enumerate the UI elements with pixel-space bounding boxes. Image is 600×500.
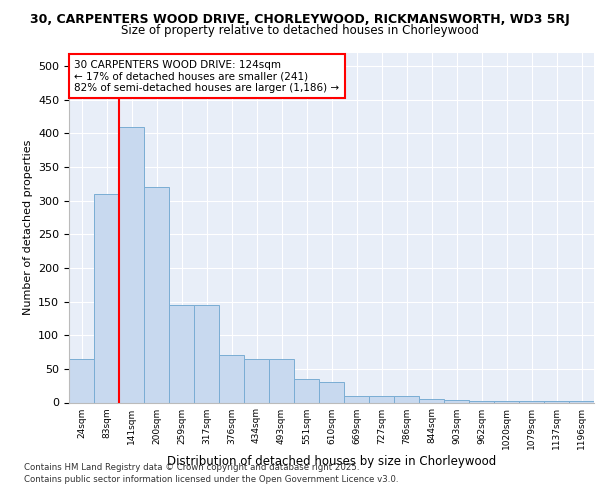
Bar — [244, 359, 269, 403]
Bar — [119, 126, 144, 402]
Bar — [469, 401, 494, 402]
Bar — [544, 401, 569, 402]
Bar — [444, 400, 469, 402]
X-axis label: Distribution of detached houses by size in Chorleywood: Distribution of detached houses by size … — [167, 455, 496, 468]
Bar — [494, 401, 519, 402]
Bar — [319, 382, 344, 402]
Y-axis label: Number of detached properties: Number of detached properties — [23, 140, 32, 315]
Bar — [394, 396, 419, 402]
Bar — [144, 187, 169, 402]
Text: Contains HM Land Registry data © Crown copyright and database right 2025.: Contains HM Land Registry data © Crown c… — [24, 464, 359, 472]
Bar — [419, 399, 444, 402]
Bar — [219, 356, 244, 403]
Bar — [344, 396, 369, 402]
Text: 30, CARPENTERS WOOD DRIVE, CHORLEYWOOD, RICKMANSWORTH, WD3 5RJ: 30, CARPENTERS WOOD DRIVE, CHORLEYWOOD, … — [30, 12, 570, 26]
Text: 30 CARPENTERS WOOD DRIVE: 124sqm
← 17% of detached houses are smaller (241)
82% : 30 CARPENTERS WOOD DRIVE: 124sqm ← 17% o… — [74, 60, 340, 92]
Bar — [369, 396, 394, 402]
Text: Size of property relative to detached houses in Chorleywood: Size of property relative to detached ho… — [121, 24, 479, 37]
Bar — [169, 305, 194, 402]
Text: Contains public sector information licensed under the Open Government Licence v3: Contains public sector information licen… — [24, 475, 398, 484]
Bar — [519, 401, 544, 402]
Bar — [294, 379, 319, 402]
Bar — [69, 359, 94, 403]
Bar — [194, 305, 219, 402]
Bar — [569, 401, 594, 402]
Bar — [269, 359, 294, 403]
Bar — [94, 194, 119, 402]
